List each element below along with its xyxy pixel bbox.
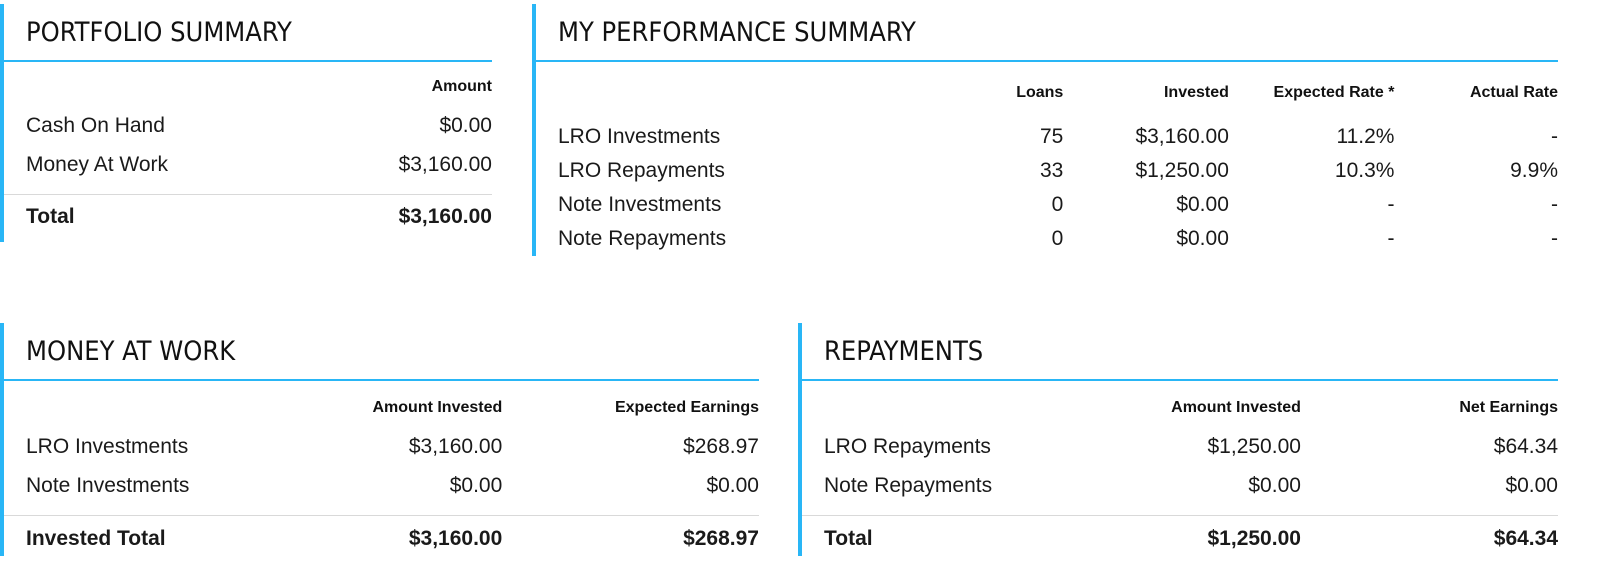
column-header-amount-invested: Amount Invested [1171, 399, 1301, 416]
row-loans: 33 [1039, 159, 1064, 182]
row-amount-invested: $1,250.00 [1207, 434, 1301, 458]
row-expected-earnings: $0.00 [706, 473, 759, 497]
total-expected-earnings: $268.97 [502, 515, 759, 562]
row-label: LRO Investments [558, 125, 721, 148]
column-header-expected-rate: Expected Rate * [1273, 84, 1395, 101]
repayments-table: Amount Invested Net Earnings LRO Repayme… [802, 399, 1558, 562]
row-actual-rate: 9.9% [1510, 159, 1558, 182]
row-net-earnings: $64.34 [1493, 434, 1558, 458]
table-row: Note Repayments 0 $0.00 - - [536, 222, 1558, 256]
row-amount-invested: $0.00 [449, 473, 503, 497]
row-label: Cash On Hand [26, 113, 165, 137]
table-row: Note Investments $0.00 $0.00 [4, 466, 759, 505]
row-amount: $0.00 [439, 113, 492, 137]
total-row: Invested Total $3,160.00 $268.97 [4, 515, 759, 562]
column-header-actual-rate: Actual Rate [1469, 84, 1558, 101]
row-loans: 75 [1039, 125, 1064, 148]
performance-summary-title: MY PERFORMANCE SUMMARY [536, 4, 1558, 62]
row-amount: $3,160.00 [398, 152, 492, 176]
row-loans: 0 [1051, 193, 1064, 216]
total-label: Total [802, 515, 1044, 562]
money-at-work-panel: MONEY AT WORK Amount Invested Expected E… [0, 323, 759, 562]
column-header-loans: Loans [1016, 84, 1064, 101]
performance-summary-panel: MY PERFORMANCE SUMMARY Loans Invested Ex… [532, 4, 1558, 256]
row-amount-invested: $3,160.00 [408, 434, 503, 458]
total-amount: $3,160.00 [296, 194, 492, 239]
table-row: LRO Repayments $1,250.00 $64.34 [802, 427, 1558, 466]
table-row: Note Repayments $0.00 $0.00 [802, 466, 1558, 505]
table-row: Cash On Hand $0.00 [4, 106, 492, 145]
row-expected-earnings: $268.97 [683, 434, 759, 458]
row-net-earnings: $0.00 [1505, 473, 1558, 497]
row-invested: $3,160.00 [1135, 125, 1229, 148]
table-row: LRO Investments 75 $3,160.00 11.2% - [536, 120, 1558, 154]
row-actual-rate: - [1551, 227, 1558, 250]
repayments-title: REPAYMENTS [802, 323, 1558, 381]
column-header-amount: Amount [431, 78, 492, 95]
row-label: Note Investments [26, 473, 190, 497]
performance-summary-table: Loans Invested Expected Rate * Actual Ra… [536, 84, 1558, 256]
total-amount-invested: $1,250.00 [1043, 515, 1301, 562]
table-header-row: Loans Invested Expected Rate * Actual Ra… [536, 84, 1558, 120]
column-header-expected-earnings: Expected Earnings [614, 399, 759, 416]
total-row: Total $1,250.00 $64.34 [802, 515, 1558, 562]
repayments-panel: REPAYMENTS Amount Invested Net Earnings … [798, 323, 1558, 562]
row-label: Money At Work [26, 152, 168, 176]
portfolio-summary-panel: PORTFOLIO SUMMARY Amount Cash On Hand $0… [0, 4, 492, 242]
total-label: Invested Total [4, 515, 246, 562]
table-row: Note Investments 0 $0.00 - - [536, 188, 1558, 222]
row-actual-rate: - [1551, 125, 1558, 148]
row-label: LRO Repayments [558, 159, 725, 182]
row-expected-rate: 10.3% [1334, 159, 1395, 182]
row-label: LRO Investments [26, 434, 189, 458]
table-row: Money At Work $3,160.00 [4, 145, 492, 184]
total-amount-invested: $3,160.00 [245, 515, 503, 562]
row-label: Note Repayments [558, 227, 727, 250]
total-row: Total $3,160.00 [4, 194, 492, 239]
table-header-row: Amount Invested Net Earnings [802, 399, 1558, 427]
column-header-net-earnings: Net Earnings [1459, 399, 1558, 416]
portfolio-summary-title: PORTFOLIO SUMMARY [4, 4, 492, 62]
row-expected-rate: - [1387, 193, 1395, 216]
money-at-work-title: MONEY AT WORK [4, 323, 759, 381]
portfolio-summary-table: Amount Cash On Hand $0.00 Money At Work … [4, 78, 492, 239]
row-actual-rate: - [1551, 193, 1558, 216]
total-label: Total [4, 194, 297, 239]
row-label: Note Repayments [824, 473, 993, 497]
row-amount-invested: $0.00 [1248, 473, 1301, 497]
row-invested: $0.00 [1176, 227, 1229, 250]
table-header-row: Amount [4, 78, 492, 106]
row-invested: $0.00 [1176, 193, 1229, 216]
table-row: LRO Investments $3,160.00 $268.97 [4, 427, 759, 466]
table-row: LRO Repayments 33 $1,250.00 10.3% 9.9% [536, 154, 1558, 188]
total-net-earnings: $64.34 [1300, 515, 1558, 562]
column-header-amount-invested: Amount Invested [372, 399, 503, 416]
money-at-work-table: Amount Invested Expected Earnings LRO In… [4, 399, 759, 562]
row-expected-rate: 11.2% [1336, 125, 1395, 148]
row-label: Note Investments [558, 193, 722, 216]
row-loans: 0 [1051, 227, 1064, 250]
row-invested: $1,250.00 [1135, 159, 1229, 182]
row-label: LRO Repayments [824, 434, 991, 458]
column-header-invested: Invested [1163, 84, 1229, 101]
row-expected-rate: - [1387, 227, 1395, 250]
table-header-row: Amount Invested Expected Earnings [4, 399, 759, 427]
